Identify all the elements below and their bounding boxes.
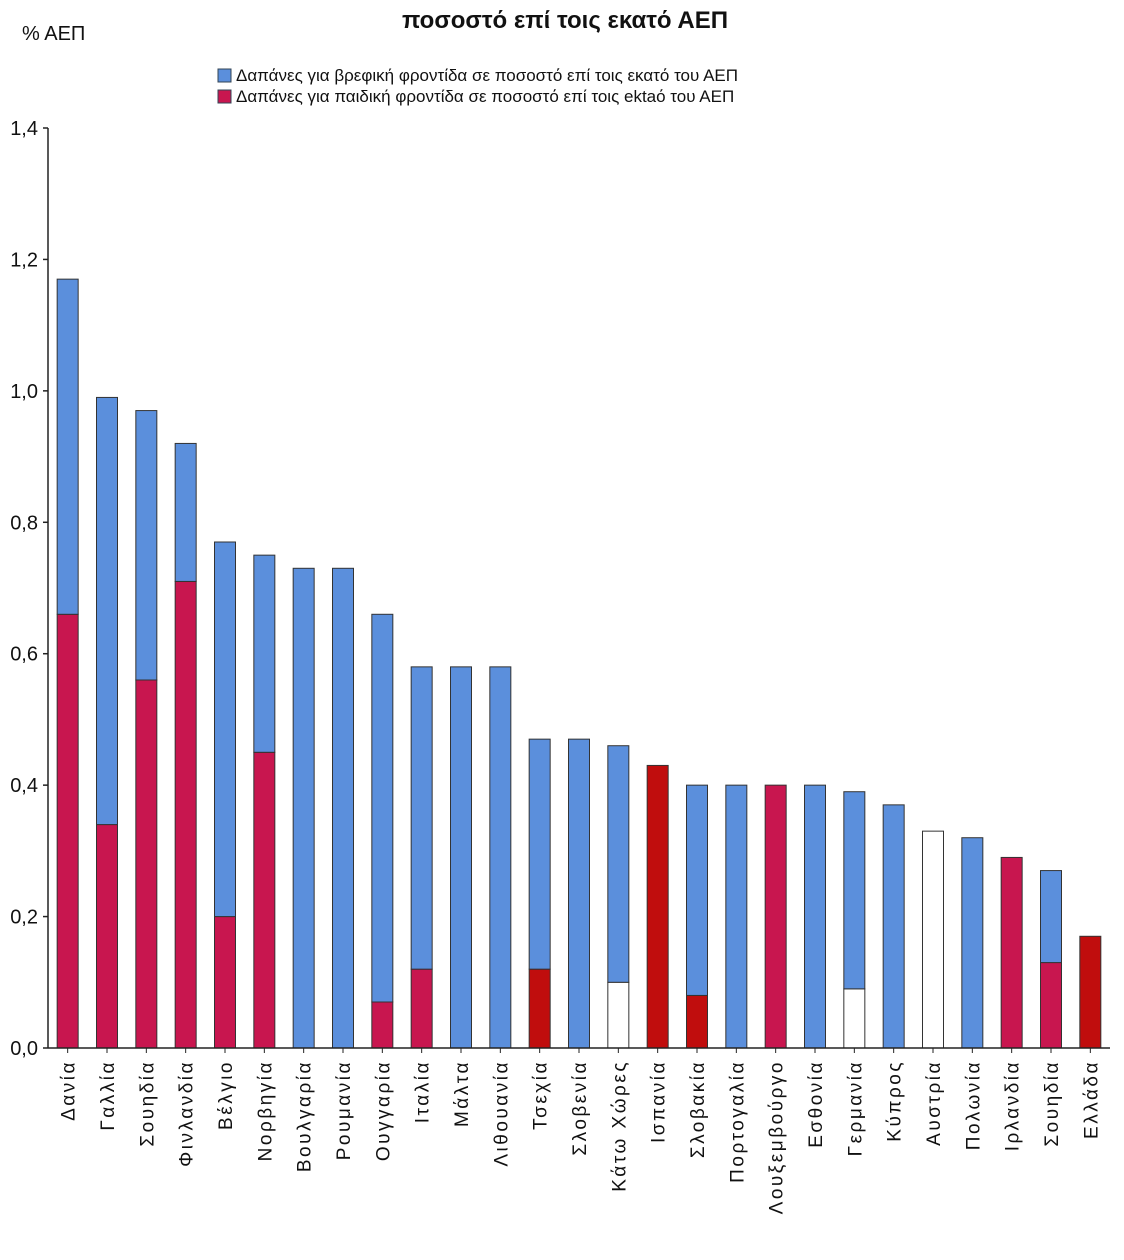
bar-segment-infant-care [292, 567, 315, 1049]
y-tick-label: 0,2 [10, 907, 38, 929]
bar-segment-infant-care [450, 666, 472, 1049]
bar-segment-child-care [371, 1001, 394, 1049]
y-axis-unit-label: % ΑΕΠ [22, 23, 85, 45]
bar-segment-infant-care [961, 837, 984, 1049]
x-category-label: Ιταλία [413, 1060, 434, 1123]
bar-segment-child-care [174, 580, 197, 1049]
bar-segment-infant-care [174, 442, 197, 582]
bar-segment-infant-care [528, 738, 551, 970]
bar-segment-child-care [1040, 962, 1062, 1049]
y-tick-label: 1,4 [10, 118, 38, 140]
bar-segment-infant-care [804, 784, 826, 1049]
bar-segment-child-care [135, 679, 158, 1049]
legend-label-infant-care: Δαπάνες για βρεφική φροντίδα σε ποσοστό … [236, 66, 738, 85]
bar-segment-child-care [56, 613, 79, 1049]
y-tick-label: 1,2 [10, 249, 38, 271]
bar-segment-infant-care [686, 784, 708, 996]
x-category-label: Βουλγαρία [295, 1060, 316, 1172]
bar-segment-infant-care [1040, 870, 1062, 964]
x-category-label: Φινλανδία [177, 1060, 198, 1167]
bar-segment-infant-care [214, 541, 236, 918]
legend-label-child-care: Δαπάνες για παιδική φροντίδα σε ποσοστό … [236, 87, 734, 106]
bar-segment-child-care [410, 968, 433, 1049]
y-tick-label: 0,8 [10, 512, 38, 534]
x-category-label: Σλοβενία [570, 1060, 591, 1156]
x-category-label: Πορτογαλία [727, 1060, 748, 1183]
bar-segment-infant-care [135, 410, 158, 681]
y-axis: 0,0 0,2 0,4 0,6 0,8 1,0 1,2 1,4 [10, 118, 49, 1060]
bar-segment-child-care [96, 824, 118, 1049]
x-category-label: Λουξεμβούργο [767, 1060, 788, 1214]
x-category-label: Ισπανία [649, 1060, 670, 1143]
x-category-label: Αυστρία [924, 1060, 945, 1146]
y-tick-label: 0,6 [10, 644, 38, 666]
x-category-label: Λιθουανία [491, 1060, 512, 1167]
x-category-label: Πολωνία [963, 1060, 984, 1150]
bar-segment-child-care [1079, 935, 1102, 1049]
x-category-label: Ουγγαρία [373, 1060, 394, 1161]
bar-segment-infant-care [725, 784, 748, 1049]
y-tick-label: 0,4 [10, 775, 38, 797]
bar-segment-child-care [843, 988, 866, 1049]
chart-title: ποσοστό επί τοις εκατό ΑΕΠ [402, 7, 728, 34]
bar-segment-child-care [686, 994, 708, 1049]
bar-segment-child-care [764, 784, 787, 1049]
bar-segment-infant-care [607, 745, 630, 983]
bar-segment-infant-care [410, 666, 433, 970]
x-category-label: Μάλτα [452, 1060, 473, 1127]
bar-segment-infant-care [371, 613, 394, 1003]
bar-segment-child-care [253, 751, 276, 1049]
bar-segment-child-care [646, 764, 669, 1049]
x-axis: Δανία Γαλλία Σουηδία Φινλανδία Βέλγιο Νορβηγί… [48, 1047, 1110, 1214]
x-category-label: Ιρλανδία [1003, 1060, 1024, 1151]
y-tick-label: 0,0 [10, 1038, 38, 1060]
bar-segment-infant-care [253, 554, 276, 753]
bar-segment-infant-care [56, 278, 79, 615]
x-category-label: Νορβηγία [255, 1060, 276, 1161]
x-category-label: Σουηδία [137, 1060, 158, 1147]
legend-swatch-infant-care [217, 68, 232, 83]
bars [56, 278, 1102, 1049]
x-category-label: Βέλγιο [216, 1060, 237, 1130]
x-category-label: Κάτω Χώρες [609, 1060, 630, 1192]
x-category-label: Ρουμανία [334, 1060, 355, 1160]
y-tick-label: 1,0 [10, 381, 38, 403]
x-category-label: Τσεχία [531, 1060, 552, 1130]
legend-swatch-child-care [217, 89, 232, 104]
x-category-label: Γαλλία [98, 1060, 119, 1131]
bar-segment-infant-care [96, 396, 118, 826]
bar-segment-child-care [922, 830, 944, 1049]
bar-segment-infant-care [332, 567, 354, 1049]
legend: Δαπάνες για βρεφική φροντίδα σε ποσοστό … [217, 66, 738, 106]
bar-segment-infant-care [882, 804, 905, 1049]
bar-segment-infant-care [568, 738, 590, 1049]
bar-segment-infant-care [489, 666, 512, 1049]
bar-segment-child-care [1000, 856, 1023, 1049]
bar-segment-child-care [528, 968, 551, 1049]
x-category-label: Γερμανία [845, 1060, 866, 1156]
bar-segment-child-care [607, 981, 630, 1049]
x-category-label: Σλοβακία [688, 1060, 709, 1158]
x-category-label: Ελλάδα [1081, 1060, 1102, 1139]
x-category-label: Δανία [59, 1060, 80, 1121]
x-category-label: Σουηδία [1042, 1060, 1063, 1147]
bar-segment-infant-care [843, 791, 866, 990]
bar-segment-child-care [214, 916, 236, 1049]
x-category-label: Εσθονία [806, 1060, 827, 1148]
x-category-label: Κύπρος [885, 1060, 906, 1142]
